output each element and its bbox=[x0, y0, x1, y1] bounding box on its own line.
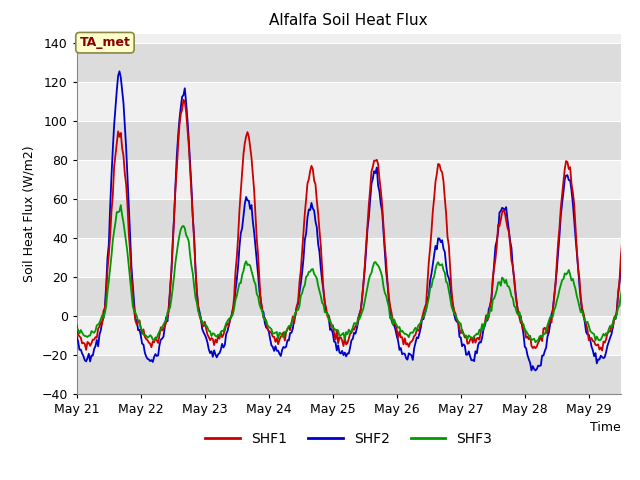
Line: SHF3: SHF3 bbox=[77, 205, 640, 342]
Bar bbox=[77, 121, 621, 160]
X-axis label: Time: Time bbox=[590, 421, 621, 434]
SHF2 bbox=[101, 305, 109, 311]
SHF1 bbox=[180, 97, 188, 103]
SHF2 bbox=[532, 368, 540, 373]
Bar bbox=[77, 238, 621, 277]
SHF3 bbox=[538, 335, 546, 340]
Bar bbox=[77, 277, 621, 316]
SHF3 bbox=[532, 339, 540, 345]
SHF2 bbox=[73, 334, 81, 339]
SHF1 bbox=[73, 323, 81, 328]
SHF1 bbox=[537, 333, 545, 339]
SHF1 bbox=[211, 342, 218, 348]
Legend: SHF1, SHF2, SHF3: SHF1, SHF2, SHF3 bbox=[200, 426, 498, 452]
Bar bbox=[77, 82, 621, 121]
SHF2 bbox=[211, 348, 218, 353]
Line: SHF2: SHF2 bbox=[77, 72, 640, 371]
SHF3 bbox=[126, 276, 134, 282]
SHF3 bbox=[117, 202, 125, 208]
SHF3 bbox=[409, 330, 417, 336]
Bar bbox=[77, 355, 621, 394]
SHF1 bbox=[125, 231, 132, 237]
SHF3 bbox=[414, 323, 422, 329]
SHF1 bbox=[101, 305, 109, 311]
SHF1 bbox=[598, 348, 606, 353]
Bar bbox=[77, 316, 621, 355]
Y-axis label: Soil Heat Flux (W/m2): Soil Heat Flux (W/m2) bbox=[23, 145, 36, 282]
Bar bbox=[77, 160, 621, 199]
SHF2 bbox=[538, 353, 546, 359]
Text: TA_met: TA_met bbox=[79, 36, 131, 49]
SHF2 bbox=[409, 357, 417, 363]
Bar bbox=[77, 199, 621, 238]
SHF2 bbox=[116, 69, 124, 74]
SHF2 bbox=[414, 336, 422, 341]
Bar bbox=[77, 43, 621, 82]
SHF3 bbox=[211, 331, 218, 336]
SHF1 bbox=[409, 337, 417, 343]
SHF3 bbox=[101, 310, 109, 316]
Title: Alfalfa Soil Heat Flux: Alfalfa Soil Heat Flux bbox=[269, 13, 428, 28]
SHF2 bbox=[126, 233, 134, 239]
Line: SHF1: SHF1 bbox=[77, 100, 640, 350]
SHF3 bbox=[73, 325, 81, 331]
SHF1 bbox=[414, 328, 422, 334]
